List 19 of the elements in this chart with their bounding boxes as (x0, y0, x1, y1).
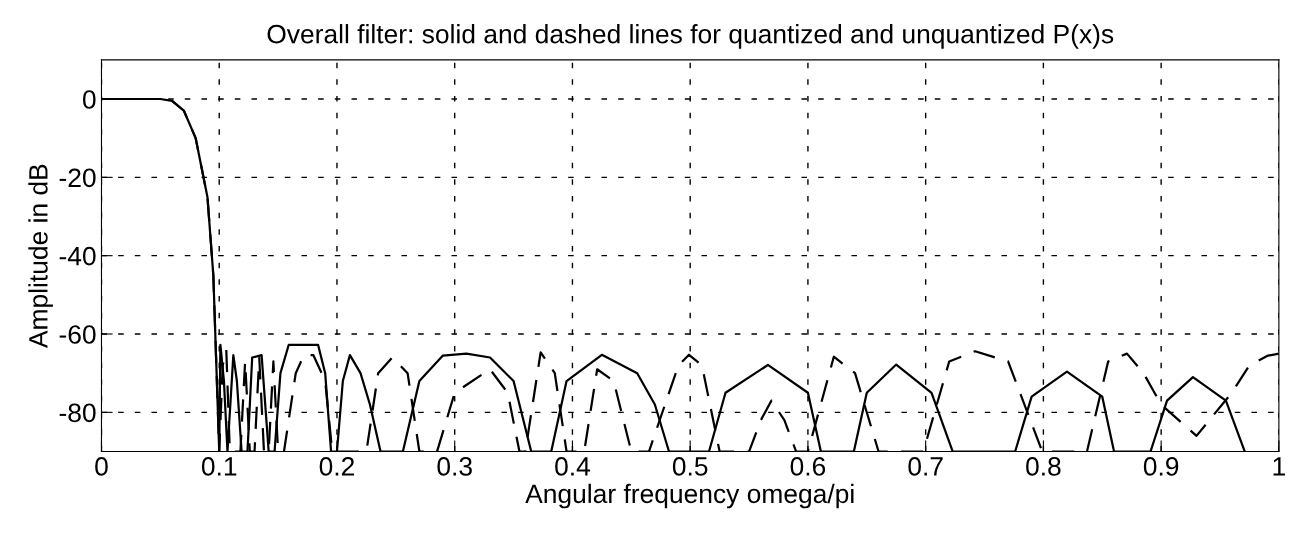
x-tick-label: 0.1 (201, 457, 237, 476)
y-tick-label: -20 (59, 168, 96, 188)
x-axis-title: Angular frequency omega/pi (525, 483, 854, 509)
y-tick-label: -60 (59, 325, 96, 344)
x-tick-label: 0.2 (319, 457, 354, 476)
y-tick-label: 0 (82, 90, 96, 109)
y-tick-label: -80 (59, 403, 96, 423)
x-tick-label: 0.9 (1143, 457, 1179, 476)
chart-title: Overall filter: solid and dashed lines for quantized and unquantized P(x)s (267, 24, 1114, 49)
x-tick-label: 0.5 (672, 457, 708, 476)
y-axis-title: Amplitude in dB (28, 164, 53, 349)
x-tick-label: 0.3 (437, 457, 472, 476)
x-tick-label: 0.4 (555, 457, 591, 476)
x-tick-label: 0.7 (908, 457, 943, 476)
x-tick-label: 0.8 (1026, 457, 1061, 476)
x-tick-label: 0.6 (790, 457, 826, 476)
x-tick-label: 1 (1273, 457, 1285, 476)
y-tick-label: -40 (59, 246, 96, 266)
x-tick-label: 0 (95, 457, 108, 476)
